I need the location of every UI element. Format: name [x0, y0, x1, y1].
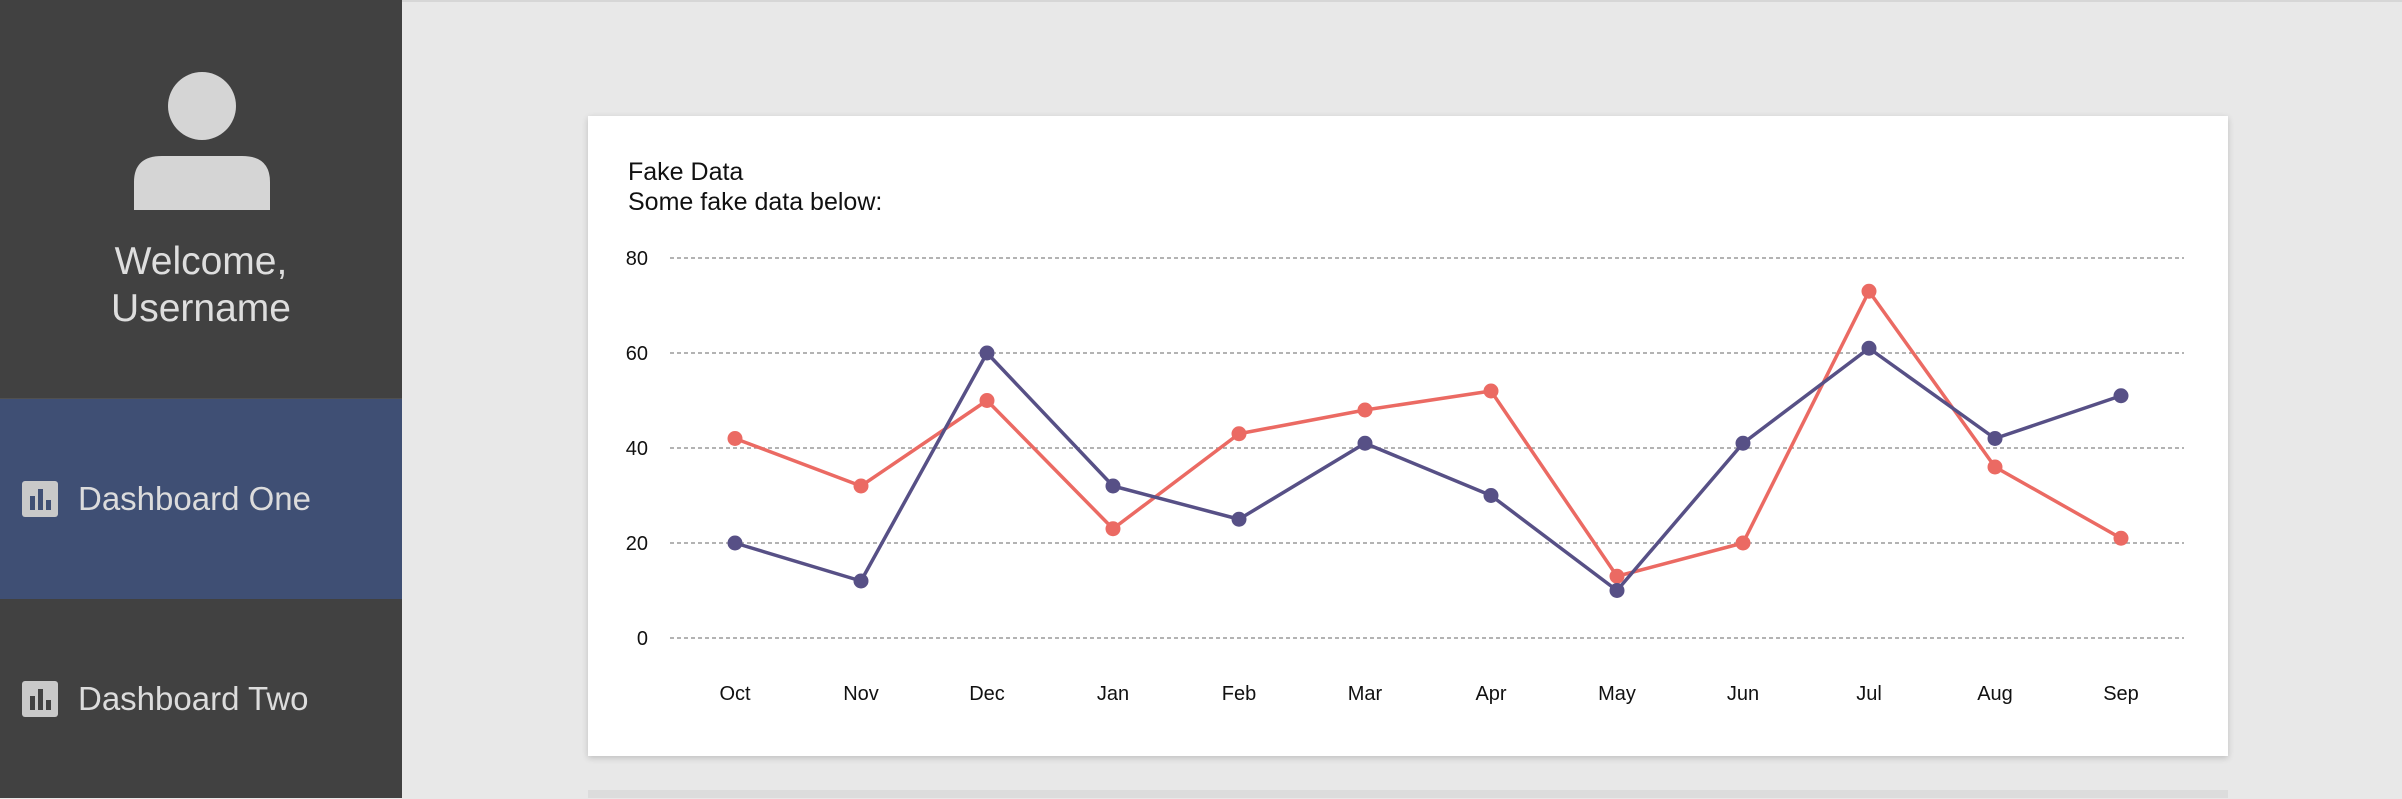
bar-chart-icon: [22, 681, 58, 717]
top-border: [0, 0, 2402, 2]
x-tick-label: Dec: [969, 683, 1005, 705]
sidebar-item-label: Dashboard Two: [78, 680, 309, 717]
profile-section: Welcome, Username: [0, 0, 402, 399]
x-tick-label: Feb: [1222, 683, 1256, 705]
series-2-point: [1987, 431, 2003, 446]
series-1-point: [2113, 530, 2129, 546]
series-2-point: [1231, 511, 1247, 527]
x-tick-label: Mar: [1348, 683, 1383, 705]
y-tick-label: 20: [626, 533, 648, 555]
series-2-point: [1357, 435, 1373, 451]
series-1-point: [1231, 426, 1247, 442]
y-tick-label: 40: [626, 438, 648, 460]
bar-chart-icon: [22, 481, 58, 517]
series-line-2: [734, 346, 2122, 593]
x-tick-label: Aug: [1977, 683, 2013, 705]
x-tick-label: May: [1598, 683, 1636, 705]
y-tick-label: 0: [637, 628, 648, 650]
card-title: Fake Data: [628, 158, 744, 186]
username: Username: [111, 287, 291, 330]
next-card-edge: [588, 790, 2228, 798]
series-2-point: [1861, 340, 1877, 356]
x-tick-label: Sep: [2103, 683, 2139, 705]
series-1-point: [1861, 283, 1877, 299]
series-2-point: [1735, 435, 1751, 451]
series-1-point: [853, 478, 869, 494]
series-1-point: [1735, 535, 1751, 551]
series-2-point: [1609, 583, 1625, 598]
series-line-1: [734, 289, 2122, 578]
sidebar-item-dashboard-two[interactable]: Dashboard Two: [0, 599, 402, 799]
series-2-point: [2113, 388, 2129, 404]
x-tick-label: Jan: [1097, 683, 1129, 705]
series-1-point: [1105, 521, 1121, 537]
series-1-point: [1483, 383, 1499, 399]
series-2-point: [853, 573, 869, 589]
series-1-point: [1357, 402, 1373, 418]
series-2-point: [1105, 478, 1121, 494]
series-1-point: [1609, 568, 1625, 584]
user-avatar-icon: [134, 72, 270, 210]
welcome-text: Welcome, Username: [0, 238, 402, 332]
card-subtitle: Some fake data below:: [628, 188, 883, 216]
sidebar-item-label: Dashboard One: [78, 480, 311, 517]
series-2-point: [1483, 488, 1499, 503]
x-tick-label: Oct: [719, 683, 751, 705]
series-2-point: [979, 345, 995, 361]
y-tick-label: 60: [626, 343, 648, 365]
y-tick-label: 80: [626, 248, 648, 270]
line-chart: 0 20 40 60 80 Oct Nov Dec Jan Feb Mar Apr May Jun Jul A…: [626, 248, 2184, 705]
series-1-point: [979, 393, 995, 408]
x-tick-label: Apr: [1475, 683, 1506, 705]
chart-card: Fake Data Some fake data below: 0 20 40 60 8…: [588, 116, 2228, 756]
x-tick-label: Nov: [843, 683, 879, 705]
series-2-point: [727, 535, 743, 551]
x-tick-label: Jul: [1856, 683, 1882, 705]
sidebar: Welcome, Username Dashboard One Dashboar…: [0, 0, 402, 798]
welcome-line: Welcome,: [114, 240, 288, 283]
series-1-point: [727, 431, 743, 446]
sidebar-item-dashboard-one[interactable]: Dashboard One: [0, 399, 402, 599]
series-1-point: [1987, 459, 2003, 475]
x-tick-label: Jun: [1727, 683, 1759, 705]
